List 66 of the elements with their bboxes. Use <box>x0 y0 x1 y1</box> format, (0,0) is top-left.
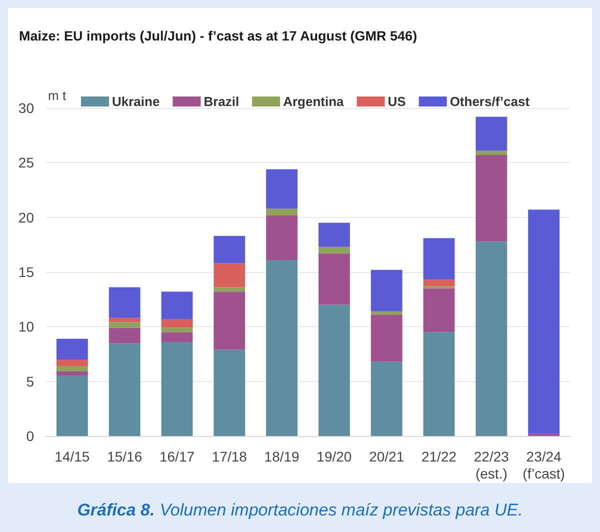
bar <box>108 287 140 318</box>
bar <box>161 342 193 436</box>
bar <box>214 287 246 292</box>
legend-label: Brazil <box>204 94 240 109</box>
bar <box>56 359 88 366</box>
chart-title: Maize: EU imports (Jul/Jun) - f’cast as at 17 August (GMR 546) <box>19 28 418 44</box>
bar <box>56 338 88 360</box>
x-tick-label: 22/23 (est.) <box>474 448 510 482</box>
y-axis-title: m t <box>48 88 66 103</box>
bar <box>423 280 455 286</box>
y-tick-label: 15 <box>18 264 34 280</box>
legend-label: US <box>388 94 406 109</box>
bar <box>108 328 140 344</box>
y-tick-label: 5 <box>26 373 34 390</box>
bar <box>266 208 298 216</box>
x-tick-label: 21/22 <box>421 448 457 464</box>
bar <box>318 222 350 247</box>
y-tick-label: 10 <box>18 318 34 335</box>
x-tick-label: 14/15 <box>54 448 90 464</box>
bar <box>266 169 298 209</box>
bar <box>266 260 298 436</box>
legend-label: Ukraine <box>112 94 160 109</box>
bar <box>214 350 246 436</box>
bar <box>423 288 455 332</box>
legend-label: Others/f’cast <box>450 94 530 109</box>
bar <box>370 270 402 312</box>
bar <box>476 155 508 242</box>
bar <box>56 376 88 436</box>
bar <box>214 263 246 288</box>
legend-label: Argentina <box>283 94 345 109</box>
bar <box>108 322 140 328</box>
bar <box>56 366 88 372</box>
bar <box>56 371 88 376</box>
x-tick-label: 19/20 <box>316 448 352 464</box>
bar <box>318 246 350 254</box>
x-tick-label: 17/18 <box>212 448 248 464</box>
x-tick-label: 20/21 <box>369 448 404 464</box>
bar <box>370 314 402 362</box>
bar <box>476 241 508 436</box>
x-tick-label: 16/17 <box>159 448 195 464</box>
bar <box>161 319 193 328</box>
bar <box>423 238 455 280</box>
y-tick-label: 25 <box>18 154 34 171</box>
y-tick-label: 30 <box>18 100 34 116</box>
x-tick-label: 18/19 <box>264 448 300 464</box>
bar <box>318 253 350 305</box>
bar <box>370 311 402 315</box>
bar <box>161 292 193 320</box>
x-tick-label: 23/24 (f’cast) <box>522 448 565 482</box>
bar <box>214 236 246 264</box>
y-tick-label: 0 <box>26 428 34 444</box>
bar <box>108 343 140 436</box>
bar <box>370 362 402 436</box>
bar <box>108 318 140 322</box>
bar <box>318 304 350 436</box>
bar <box>214 292 246 350</box>
bar <box>528 210 560 434</box>
bar <box>161 328 193 332</box>
y-tick-label: 20 <box>18 209 34 226</box>
bar <box>266 215 298 260</box>
x-tick-label: 15/16 <box>107 448 142 464</box>
bar <box>161 332 193 342</box>
bar <box>476 150 508 156</box>
bar <box>476 116 508 151</box>
bar <box>423 332 455 436</box>
text: Gráfica 8. Volumen importaciones maíz previstas para UE. <box>77 500 523 520</box>
